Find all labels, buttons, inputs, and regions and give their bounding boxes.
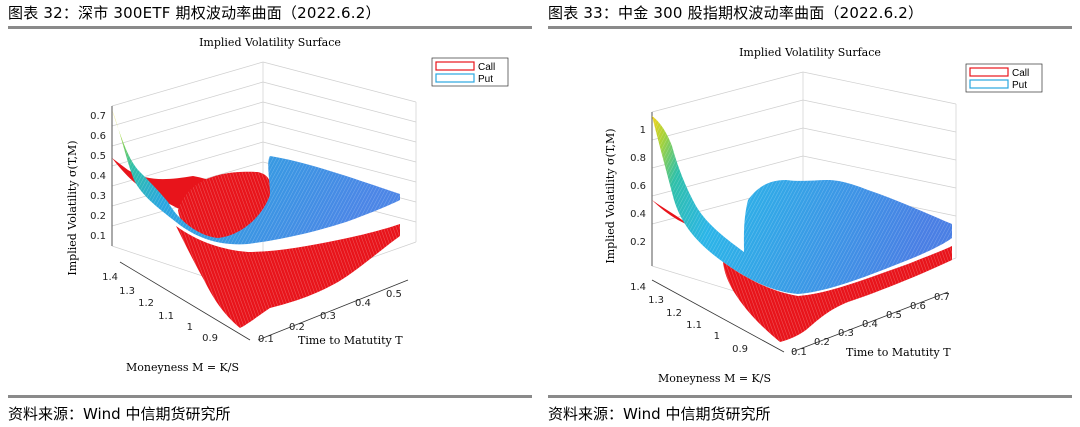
legend-label-call: Call	[1012, 68, 1029, 79]
tick-label: 0.5	[386, 289, 402, 300]
tick-label: 0.4	[90, 171, 106, 182]
tick-label: 1.3	[119, 286, 135, 297]
time-axis-ticks: 0.1 0.2 0.3 0.4 0.5 0.6 0.7	[791, 292, 950, 358]
tick-label: 0.2	[90, 211, 106, 222]
tick-label: 0.3	[320, 311, 336, 322]
tick-label: 1.3	[648, 295, 664, 306]
chart-legend: Call Put	[965, 63, 1043, 93]
vol-axis-ticks: 0.2 0.4 0.6 0.8 1	[630, 125, 646, 248]
front-axes	[651, 112, 949, 353]
y-axis-label: Implied Volatility σ(T,M)	[604, 128, 617, 263]
top-rule	[548, 26, 1072, 29]
chart-legend: Call Put	[431, 57, 509, 87]
figure-title: 图表 33：中金 300 股指期权波动率曲面（2022.6.2）	[548, 4, 924, 22]
tick-label: 0.8	[630, 153, 646, 164]
tick-label: 0.1	[90, 231, 106, 242]
tick-label: 0.9	[732, 344, 748, 355]
tick-label: 1.2	[138, 298, 154, 309]
legend-swatch-put	[435, 73, 475, 83]
x-axis-label: Time to Matutity T	[846, 346, 951, 359]
x-axis-label: Time to Matutity T	[298, 334, 403, 347]
tick-label: 0.5	[886, 310, 902, 321]
tick-label: 1.1	[158, 311, 174, 322]
chart-title: Implied Volatility Surface	[739, 46, 881, 59]
moneyness-axis-ticks: 1.4 1.3 1.2 1.1 1 0.9	[102, 272, 218, 344]
vol-axis-ticks: 0.1 0.2 0.3 0.4 0.5 0.6 0.7	[90, 111, 106, 242]
moneyness-label: Moneyness M = K/S	[126, 361, 239, 374]
bottom-rule	[548, 395, 1072, 398]
tick-label: 0.6	[630, 181, 646, 192]
tick-label: 0.6	[910, 301, 926, 312]
tick-label: 0.3	[838, 328, 854, 339]
tick-label: 0.1	[791, 347, 807, 358]
tick-label: 0.6	[90, 131, 106, 142]
source-note: 资料来源：Wind 中信期货研究所	[8, 405, 231, 423]
moneyness-axis-ticks: 1.4 1.3 1.2 1.1 1 0.9	[630, 282, 748, 355]
tick-label: 0.5	[90, 151, 106, 162]
tick-label: 0.1	[258, 334, 274, 345]
legend-swatch-put	[969, 79, 1009, 89]
tick-label: 1	[714, 331, 720, 342]
figure-panel-32: 图表 32：深市 300ETF 期权波动率曲面（2022.6.2） Implie…	[8, 0, 532, 427]
figure-panel-33: 图表 33：中金 300 股指期权波动率曲面（2022.6.2） Implied…	[548, 0, 1072, 427]
front-axes	[111, 106, 409, 341]
tick-label: 0.3	[90, 191, 106, 202]
tick-label: 0.4	[355, 298, 371, 309]
moneyness-label: Moneyness M = K/S	[658, 372, 771, 385]
tick-label: 1.1	[686, 320, 702, 331]
tick-label: 0.4	[862, 319, 878, 330]
figure-title: 图表 32：深市 300ETF 期权波动率曲面（2022.6.2）	[8, 4, 381, 22]
time-axis-ticks: 0.1 0.2 0.3 0.4 0.5	[258, 289, 402, 345]
top-rule	[8, 26, 532, 29]
chart-title: Implied Volatility Surface	[199, 36, 341, 49]
surface-chart: Implied Volatility Surface	[66, 36, 509, 374]
tick-label: 1.4	[630, 282, 646, 293]
y-axis-label: Implied Volatility σ(T,M)	[66, 140, 79, 275]
tick-label: 0.2	[814, 337, 830, 348]
tick-label: 1.4	[102, 272, 118, 283]
tick-label: 0.7	[90, 111, 106, 122]
tick-label: 0.7	[934, 292, 950, 303]
legend-label-put: Put	[1012, 80, 1027, 91]
tick-label: 1.2	[666, 308, 682, 319]
tick-label: 0.2	[630, 237, 646, 248]
surface-chart: Implied Volatility Surface	[604, 46, 1043, 385]
tick-label: 1	[187, 322, 193, 333]
tick-label: 0.9	[202, 333, 218, 344]
legend-label-put: Put	[478, 74, 493, 85]
tick-label: 0.4	[630, 209, 646, 220]
legend-label-call: Call	[478, 62, 495, 73]
tick-label: 1	[640, 125, 646, 136]
source-note: 资料来源：Wind 中信期货研究所	[548, 405, 771, 423]
bottom-rule	[8, 395, 532, 398]
tick-label: 0.2	[289, 322, 305, 333]
legend-swatch-call	[435, 61, 475, 71]
legend-swatch-call	[969, 67, 1009, 77]
